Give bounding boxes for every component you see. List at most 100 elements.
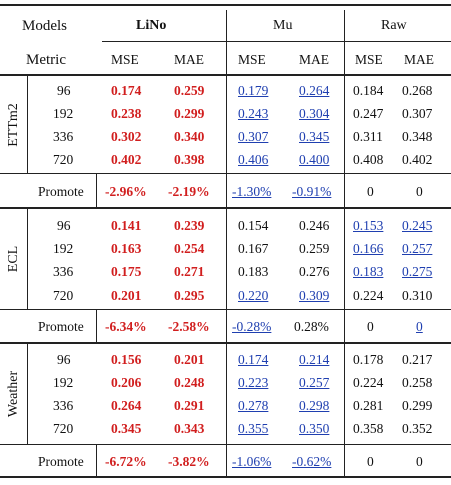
table-cell: 0.224: [353, 375, 384, 390]
promote-cell: -3.82%: [168, 454, 210, 469]
table-row-horizon: 336: [53, 129, 74, 144]
promote-cell: -2.58%: [168, 319, 210, 334]
table-cell: 0.345: [299, 129, 330, 144]
vsep-promote-1: [96, 174, 97, 207]
table-cell: 0.257: [402, 241, 433, 256]
table-cell: 0.257: [299, 375, 330, 390]
promote-cell: -0.62%: [292, 454, 332, 469]
promote-label: Promote: [38, 184, 84, 199]
promote-cell: 0: [416, 319, 423, 334]
promote-label: Promote: [38, 319, 84, 334]
table-cell: 0.355: [238, 421, 269, 436]
table-cell: 0.243: [238, 106, 269, 121]
table-cell: 0.174: [111, 83, 142, 98]
table-cell: 0.307: [238, 129, 269, 144]
ettm2-bottom-rule: [0, 207, 451, 209]
table-cell: 0.264: [111, 398, 142, 413]
promote-cell: 0: [367, 319, 374, 334]
table-cell: 0.400: [299, 152, 330, 167]
table-cell: 0.307: [402, 106, 433, 121]
table-cell: 0.259: [174, 83, 205, 98]
table-cell: 0.276: [299, 264, 330, 279]
vsep-promote-2: [96, 310, 97, 342]
ettm2-promote-top-rule: [0, 173, 451, 174]
vsep-label-ecl: [27, 209, 28, 309]
table-row-horizon: 192: [53, 241, 74, 256]
header-rule: [0, 74, 451, 76]
table-cell: 0.302: [111, 129, 142, 144]
table-cell: 0.402: [402, 152, 433, 167]
vsep-label: [27, 76, 28, 174]
table-row-horizon: 96: [57, 83, 71, 98]
metric-mse-mu: MSE: [238, 52, 266, 67]
table-row-horizon: 720: [53, 152, 74, 167]
model-underline: [102, 41, 451, 42]
table-cell: 0.154: [238, 218, 269, 233]
table-cell: 0.183: [353, 264, 384, 279]
top-rule: [0, 4, 451, 6]
promote-cell: 0: [367, 184, 374, 199]
table-cell: 0.183: [238, 264, 269, 279]
vsep-promote-3: [96, 445, 97, 476]
weather-promote-top-rule: [0, 444, 451, 445]
table-cell: 0.245: [402, 218, 433, 233]
table-cell: 0.299: [174, 106, 205, 121]
promote-label: Promote: [38, 454, 84, 469]
metric-mae-mu: MAE: [299, 52, 329, 67]
promote-cell: -6.34%: [105, 319, 147, 334]
promote-cell: -0.28%: [232, 319, 272, 334]
promote-cell: 0: [416, 184, 423, 199]
promote-cell: 0: [367, 454, 374, 469]
promote-cell: -2.19%: [168, 184, 210, 199]
table-cell: 0.246: [299, 218, 330, 233]
table-cell: 0.406: [238, 152, 269, 167]
table-cell: 0.402: [111, 152, 142, 167]
table-cell: 0.220: [238, 288, 269, 303]
table-row-horizon: 336: [53, 264, 74, 279]
metric-mae-raw: MAE: [404, 52, 434, 67]
promote-cell: -1.06%: [232, 454, 272, 469]
metric-mse-raw: MSE: [355, 52, 383, 67]
promote-cell: 0.28%: [294, 319, 329, 334]
table-cell: 0.345: [111, 421, 142, 436]
vsep-label-weather: [27, 344, 28, 444]
table-cell: 0.179: [238, 83, 269, 98]
table-cell: 0.408: [353, 152, 384, 167]
table-cell: 0.340: [174, 129, 205, 144]
table-cell: 0.295: [174, 288, 205, 303]
group-label-ecl: ECL: [6, 245, 21, 273]
table-cell: 0.238: [111, 106, 142, 121]
model-lino-header: LiNo: [136, 18, 167, 33]
table-cell: 0.175: [111, 264, 142, 279]
table-row-horizon: 96: [57, 352, 71, 367]
table-cell: 0.281: [353, 398, 384, 413]
table-cell: 0.206: [111, 375, 142, 390]
table-cell: 0.348: [402, 129, 433, 144]
table-cell: 0.258: [402, 375, 433, 390]
table-cell: 0.398: [174, 152, 205, 167]
table-row-horizon: 720: [53, 421, 74, 436]
table-cell: 0.343: [174, 421, 205, 436]
table-row-horizon: 336: [53, 398, 74, 413]
table-cell: 0.309: [299, 288, 330, 303]
table-row-horizon: 720: [53, 288, 74, 303]
metric-mae-lino: MAE: [174, 52, 204, 67]
table-cell: 0.153: [353, 218, 384, 233]
promote-cell: -0.91%: [292, 184, 332, 199]
ecl-promote-top-rule: [0, 309, 451, 310]
table-cell: 0.201: [174, 352, 205, 367]
promote-cell: -1.30%: [232, 184, 272, 199]
table-cell: 0.174: [238, 352, 269, 367]
table-cell: 0.358: [353, 421, 384, 436]
table-cell: 0.184: [353, 83, 384, 98]
table-cell: 0.141: [111, 218, 142, 233]
table-cell: 0.178: [353, 352, 384, 367]
table-row-horizon: 192: [53, 375, 74, 390]
table-cell: 0.298: [299, 398, 330, 413]
table-cell: 0.167: [238, 241, 269, 256]
table-cell: 0.223: [238, 375, 269, 390]
bottom-rule: [0, 476, 451, 478]
table-cell: 0.275: [402, 264, 433, 279]
table-cell: 0.166: [353, 241, 384, 256]
